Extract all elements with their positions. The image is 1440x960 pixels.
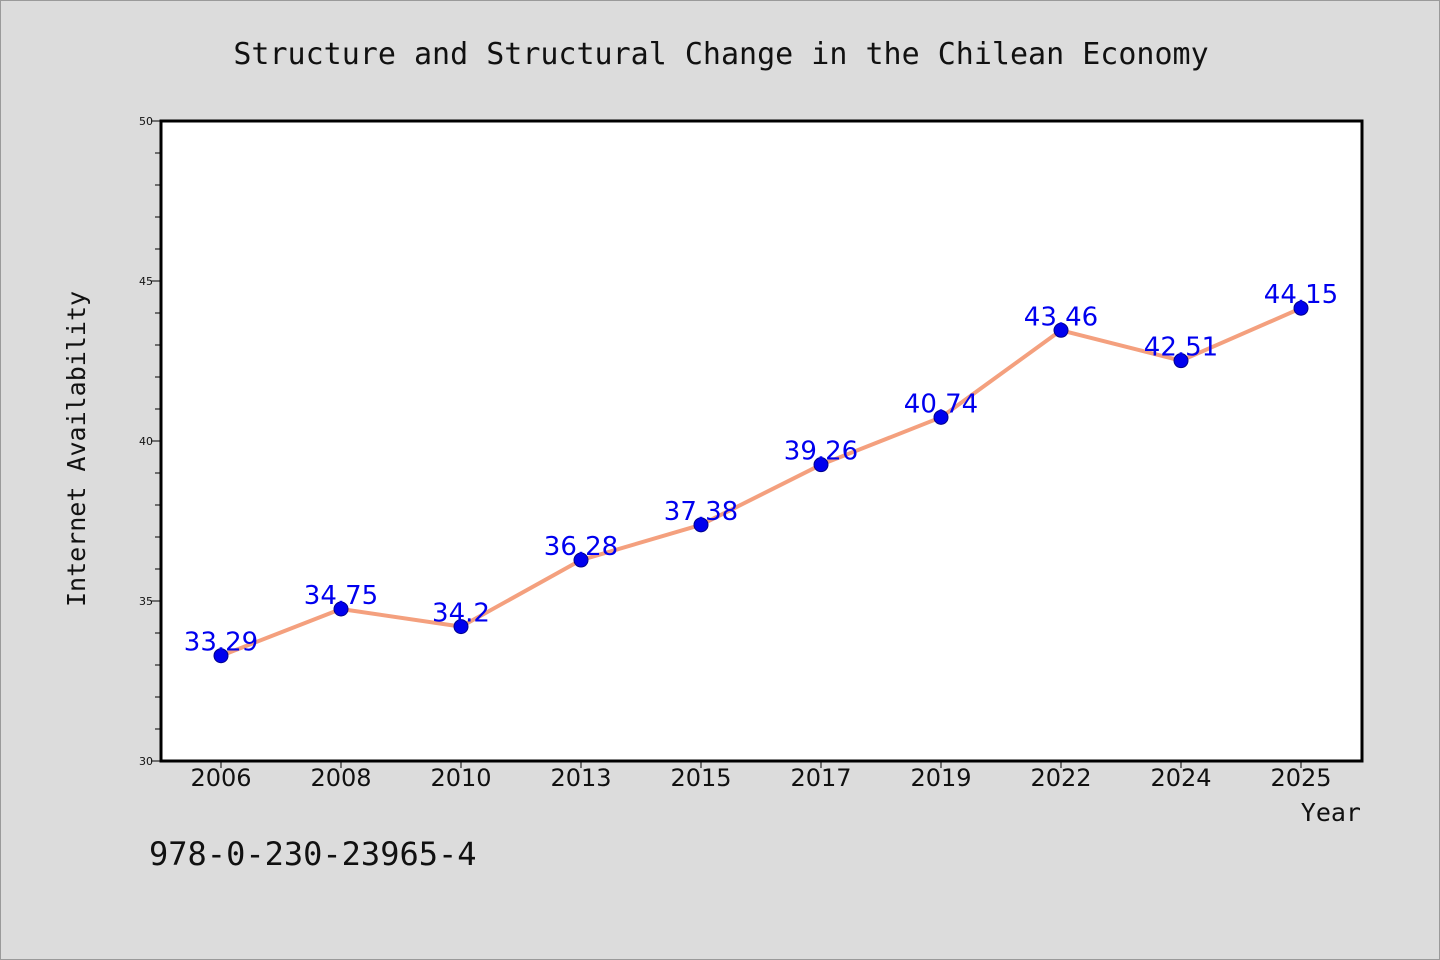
data-label: 40.74 [904,389,978,419]
data-point [453,619,469,635]
chart-title: Structure and Structural Change in the C… [233,37,1208,72]
y-axis: 30 35 40 45 50 [139,115,161,768]
data-label: 43.46 [1024,302,1098,332]
x-tick-label: 2006 [190,764,251,792]
x-tick-label: 2019 [910,764,971,792]
x-tick-label: 2013 [550,764,611,792]
isbn-annotation: 978-0-230-23965-4 [149,835,477,873]
y-tick-label: 50 [139,115,153,128]
x-tick-label: 2017 [790,764,851,792]
data-point [573,552,589,568]
series-line [219,306,1303,658]
data-point [813,457,829,473]
y-tick-label: 40 [139,435,153,448]
x-tick-label: 2010 [430,764,491,792]
data-label: 34.2 [432,599,490,629]
data-label: 33.29 [184,628,258,658]
x-axis: 2006 2008 2010 2013 2015 2017 2019 2022 2024 2025 [190,761,1332,792]
x-axis-label: Year [1301,798,1361,827]
x-tick-label: 2008 [310,764,371,792]
data-labels-layer: 33.29 34.75 34.2 36.28 37.38 39.26 40.74 43.46 4… [184,280,1338,658]
data-point [1293,300,1309,316]
data-label: 34.75 [304,581,378,611]
data-point [933,409,949,425]
data-label: 42.51 [1144,333,1218,363]
data-label: 36.28 [544,532,618,562]
data-label: 44.15 [1264,280,1338,310]
data-point [1173,353,1189,369]
data-label: 37.38 [664,497,738,527]
data-point [1053,322,1069,338]
y-tick-label: 45 [139,275,153,288]
y-tick-label: 35 [139,595,153,608]
data-point [333,601,349,617]
plot-area [159,119,1364,763]
x-tick-label: 2022 [1030,764,1091,792]
data-label: 39.26 [784,437,858,467]
data-point [693,517,709,533]
x-tick-label: 2015 [670,764,731,792]
y-tick-label: 30 [139,755,153,768]
x-tick-label: 2024 [1150,764,1211,792]
series-layer [213,300,1309,664]
x-tick-label: 2025 [1270,764,1331,792]
y-axis-label: Internet Availability [62,291,91,607]
data-point [213,648,229,664]
